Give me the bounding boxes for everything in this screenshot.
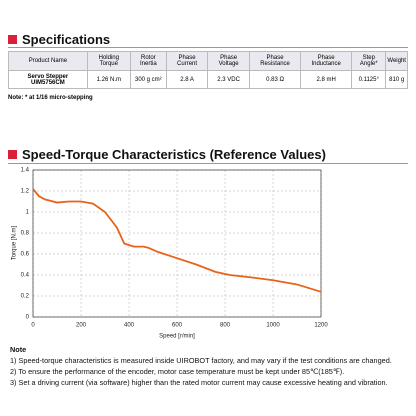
rule bbox=[8, 163, 408, 164]
x-tick-label: 1200 bbox=[314, 323, 328, 329]
note-item: 1) Speed-torque characteristics is measu… bbox=[10, 356, 392, 365]
notes: Note 1) Speed-torque characteristics is … bbox=[10, 344, 392, 388]
header-cell: Rotor Inertia bbox=[129, 51, 167, 71]
section-title: Specifications bbox=[8, 32, 110, 47]
section-title: Speed-Torque Characteristics (Reference … bbox=[8, 147, 326, 162]
header-cell: Step Angle* bbox=[351, 51, 387, 71]
rule bbox=[8, 47, 408, 48]
x-tick-label: 800 bbox=[220, 323, 231, 329]
y-tick-label: 1.4 bbox=[21, 168, 30, 174]
y-tick-label: 0.2 bbox=[21, 294, 30, 300]
y-tick-label: 1 bbox=[26, 210, 30, 216]
table-note: Note: * at 1/16 micro-stepping bbox=[8, 95, 93, 101]
x-tick-label: 400 bbox=[124, 323, 135, 329]
cell: 0.1125° bbox=[351, 70, 387, 89]
y-tick-label: 0 bbox=[26, 315, 30, 321]
y-tick-label: 0.6 bbox=[21, 252, 30, 258]
x-tick-label: 200 bbox=[76, 323, 87, 329]
header-cell: Phase Voltage bbox=[207, 51, 250, 71]
cell: 810 g bbox=[385, 70, 408, 89]
y-tick-label: 1.2 bbox=[21, 189, 30, 195]
cell: 0.83 Ω bbox=[248, 70, 302, 89]
header-cell: Weight bbox=[385, 51, 408, 71]
y-tick-label: 0.8 bbox=[21, 231, 30, 237]
cell: 1.26 N.m bbox=[86, 70, 131, 89]
notes-heading: Note bbox=[10, 345, 27, 354]
data-line bbox=[32, 188, 322, 293]
x-tick-label: 600 bbox=[172, 323, 183, 329]
cell: 300 g cm² bbox=[129, 70, 167, 89]
spec-table: Product Name Holding Torque Rotor Inertia P… bbox=[8, 51, 408, 89]
x-axis-label: Speed [r/min] bbox=[159, 334, 195, 340]
note-item: 3) Set a driving current (via software) … bbox=[10, 378, 388, 387]
x-tick-label: 1000 bbox=[266, 323, 280, 329]
row: Servo Stepper UIM5756CM 1.26 N.m 300 g cm²… bbox=[8, 70, 408, 89]
y-axis-label: Torque [N.m] bbox=[12, 226, 18, 261]
plot-frame bbox=[32, 169, 322, 318]
note-item: 2) To ensure the performance of the enco… bbox=[10, 367, 345, 376]
x-tick-label: 0 bbox=[31, 323, 35, 329]
header-cell: Holding Torque bbox=[86, 51, 131, 71]
header-cell: Phase Resistance bbox=[248, 51, 302, 71]
cell: Servo Stepper UIM5756CM bbox=[8, 70, 88, 89]
header-cell: Product Name bbox=[8, 51, 88, 71]
y-tick-label: 0.4 bbox=[21, 273, 30, 279]
cell: 2.8 mH bbox=[300, 70, 353, 89]
